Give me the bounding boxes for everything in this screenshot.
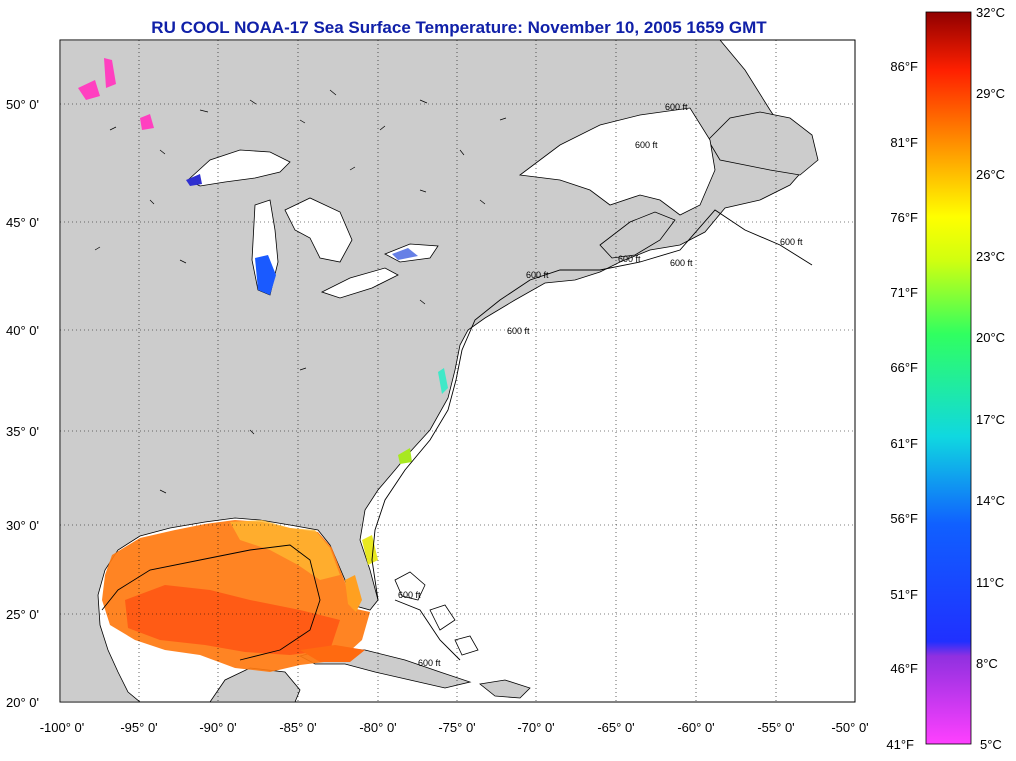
land-nova-scotia [599, 211, 676, 259]
lat-tick: 45° 0' [6, 215, 39, 230]
colorbar-f-label: 51°F [890, 587, 918, 602]
lat-tick: 50° 0' [6, 97, 39, 112]
sst-lake-michigan [255, 255, 276, 295]
lat-tick: 35° 0' [6, 424, 39, 439]
colorbar-f-label: 46°F [890, 661, 918, 676]
colorbar-celsius-labels: 32°C 29°C 26°C 23°C 20°C 17°C 14°C 11°C … [976, 5, 1005, 752]
lon-tick: -80° 0' [359, 720, 396, 735]
lon-tick: -75° 0' [438, 720, 475, 735]
map-title: RU COOL NOAA-17 Sea Surface Temperature:… [151, 18, 767, 37]
lon-tick: -100° 0' [40, 720, 85, 735]
latitude-ticks: 50° 0' 45° 0' 40° 0' 35° 0' 30° 0' 25° 0… [6, 97, 39, 710]
sst-cuba-north [300, 645, 365, 662]
colorbar [925, 11, 972, 745]
lon-tick: -65° 0' [597, 720, 634, 735]
lon-tick: -70° 0' [517, 720, 554, 735]
colorbar-c-label: 11°C [976, 575, 1004, 590]
isobath-label: 600 ft [670, 258, 693, 268]
lat-tick: 25° 0' [6, 607, 39, 622]
sst-lake-superior-west [186, 174, 202, 186]
lat-tick: 40° 0' [6, 323, 39, 338]
colorbar-f-label: 71°F [890, 285, 918, 300]
colorbar-c-label: 29°C [976, 86, 1005, 101]
gulf-st-lawrence [518, 107, 716, 216]
inland-water-features [94, 89, 507, 494]
lat-tick: 20° 0' [6, 695, 39, 710]
land-bahamas [394, 571, 479, 656]
colorbar-f-label: 66°F [890, 360, 918, 375]
lon-tick: -90° 0' [199, 720, 236, 735]
isobath-label: 600 ft [635, 140, 658, 150]
sst-gulf-cool [230, 520, 340, 580]
lon-tick: -95° 0' [120, 720, 157, 735]
land-yucatan [209, 667, 301, 702]
land-hispaniola [479, 679, 531, 699]
lake-superior [187, 149, 291, 187]
colorbar-fahrenheit-labels: 86°F 81°F 76°F 71°F 66°F 61°F 56°F 51°F … [886, 59, 918, 752]
sst-lake-ontario [392, 248, 418, 260]
sst-florida-west [345, 575, 362, 612]
isobath-label: 600 ft [507, 326, 530, 336]
colorbar-c-label: 23°C [976, 249, 1005, 264]
longitude-ticks: -100° 0' -95° 0' -90° 0' -85° 0' -80° 0'… [40, 720, 869, 735]
isobath-labels: 600 ft 600 ft 600 ft 600 ft 600 ft 600 f… [398, 102, 803, 668]
colorbar-c-label: 32°C [976, 5, 1005, 20]
lake-erie [320, 267, 399, 299]
colorbar-c-label: 17°C [976, 412, 1005, 427]
colorbar-c-label: 20°C [976, 330, 1005, 345]
isobath-label: 600 ft [418, 658, 441, 668]
colorbar-f-label: 61°F [890, 436, 918, 451]
isobath-label: 600 ft [780, 237, 803, 247]
lon-tick: -85° 0' [279, 720, 316, 735]
sst-gulf-warm [125, 585, 340, 655]
colorbar-c-label: 5°C [980, 737, 1002, 752]
sst-chesapeake [438, 368, 448, 394]
sst-northwest-cold [78, 58, 154, 130]
land-newfoundland [707, 111, 819, 176]
colorbar-f-label: 86°F [890, 59, 918, 74]
isobath-label: 600 ft [526, 270, 549, 280]
sst-florida-east [362, 535, 378, 565]
isobath-label: 600 ft [398, 590, 421, 600]
isobath-600ft [101, 209, 813, 661]
colorbar-f-label: 56°F [890, 511, 918, 526]
colorbar-f-label: 81°F [890, 135, 918, 150]
colorbar-f-label: 76°F [890, 210, 918, 225]
lon-tick: -50° 0' [831, 720, 868, 735]
isobath-label: 600 ft [618, 254, 641, 264]
lat-tick: 30° 0' [6, 518, 39, 533]
colorbar-c-label: 8°C [976, 656, 998, 671]
colorbar-f-label: 41°F [886, 737, 914, 752]
colorbar-c-label: 14°C [976, 493, 1005, 508]
colorbar-c-label: 26°C [976, 167, 1005, 182]
lake-huron [284, 197, 353, 263]
lon-tick: -55° 0' [757, 720, 794, 735]
isobath-label: 600 ft [665, 102, 688, 112]
sst-carolina-coast [398, 448, 412, 464]
lon-tick: -60° 0' [677, 720, 714, 735]
grid-lines [60, 40, 855, 702]
